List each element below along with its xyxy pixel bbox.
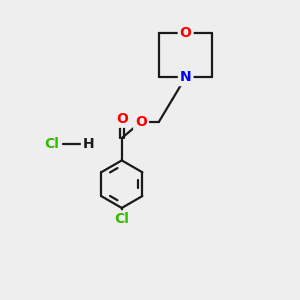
Text: H: H [82, 137, 94, 151]
Text: N: N [180, 70, 191, 84]
Text: O: O [180, 26, 192, 40]
Text: Cl: Cl [114, 212, 129, 226]
Text: O: O [135, 115, 147, 129]
Text: O: O [116, 112, 128, 126]
Text: Cl: Cl [44, 137, 59, 151]
